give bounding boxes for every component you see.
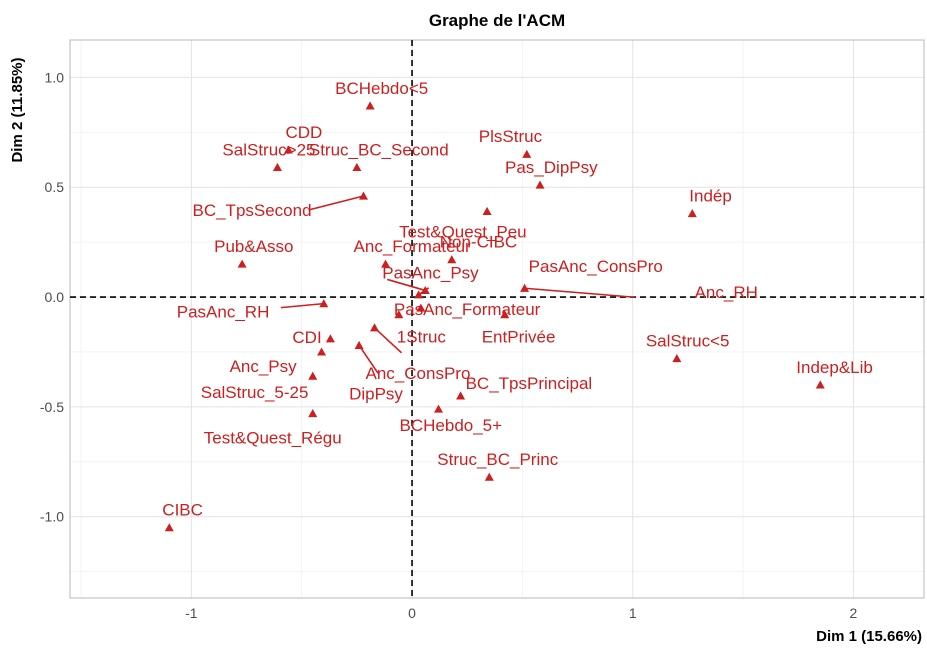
minor-gridlines bbox=[70, 40, 924, 598]
chart-title: Graphe de l'ACM bbox=[429, 11, 565, 30]
point-label: Non-CIBC bbox=[440, 233, 517, 252]
leader-line bbox=[524, 287, 635, 299]
point-label: PasAnc_Formateur bbox=[394, 300, 541, 319]
triangle-point-marker bbox=[416, 303, 426, 312]
triangle-point-marker bbox=[358, 191, 368, 200]
triangle-point-marker bbox=[365, 101, 375, 110]
y-tick-label: -1.0 bbox=[40, 509, 64, 525]
point-label: BC_TpsPrincipal bbox=[466, 374, 593, 393]
triangle-point-marker bbox=[394, 310, 404, 319]
point-label: CIBC bbox=[162, 501, 203, 520]
triangle-point-marker bbox=[522, 149, 532, 158]
point-label: SalStruc<5 bbox=[646, 332, 730, 351]
leader-line bbox=[373, 327, 403, 354]
point-label: DipPsy bbox=[349, 384, 403, 403]
triangle-point-marker bbox=[317, 347, 327, 356]
triangle-point-marker bbox=[370, 323, 380, 332]
data-points bbox=[164, 101, 825, 532]
triangle-point-marker bbox=[272, 162, 282, 172]
point-label: PasAnc_ConsPro bbox=[529, 257, 663, 276]
point-label: Anc_Formateur bbox=[354, 237, 471, 256]
triangle-point-marker bbox=[237, 259, 247, 268]
point-label: SalStruc>25 bbox=[222, 140, 315, 159]
point-label: Struc_BC_Princ bbox=[437, 450, 558, 469]
y-tick-label: 0.0 bbox=[45, 289, 65, 305]
point-label: Test&Quest_Régu bbox=[204, 428, 342, 447]
x-axis-label: Dim 1 (15.66%) bbox=[816, 628, 922, 645]
triangle-point-marker bbox=[482, 206, 492, 215]
triangle-point-marker bbox=[535, 180, 545, 189]
point-label: Pub&Asso bbox=[214, 237, 293, 256]
point-label: Indép bbox=[689, 187, 732, 206]
point-label: CDI bbox=[292, 328, 321, 347]
triangle-point-marker bbox=[354, 340, 364, 349]
triangle-point-marker bbox=[500, 310, 510, 319]
triangle-point-marker bbox=[815, 380, 825, 389]
point-label: SalStruc_5-25 bbox=[201, 383, 309, 402]
point-label: EntPrivée bbox=[482, 328, 556, 347]
y-tick-label: 1.0 bbox=[45, 69, 65, 85]
triangle-point-marker bbox=[420, 285, 430, 295]
triangle-point-marker bbox=[414, 290, 424, 299]
y-tick-label: 0.5 bbox=[45, 179, 65, 195]
triangle-point-marker bbox=[283, 145, 293, 154]
triangle-point-marker bbox=[308, 408, 318, 418]
y-tick-labels: 1.0 0.5 0.0 -0.5 -1.0 bbox=[40, 69, 64, 524]
point-label: Indep&Lib bbox=[796, 358, 873, 377]
point-label: PlsStruc bbox=[479, 127, 543, 146]
leader-line bbox=[358, 344, 379, 374]
y-axis-label: Dim 2 (11.85%) bbox=[9, 57, 26, 162]
point-label: Anc_ConsPro bbox=[366, 364, 471, 383]
point-label: 1Struc bbox=[397, 328, 447, 347]
x-tick-label: 1 bbox=[629, 605, 637, 621]
triangle-point-marker bbox=[520, 283, 530, 292]
x-tick-label: 0 bbox=[408, 605, 416, 621]
point-label: PasAnc_Psy bbox=[382, 263, 479, 282]
leader-line bbox=[280, 302, 324, 309]
point-label: Anc_RH bbox=[695, 283, 758, 302]
triangle-point-marker bbox=[456, 391, 466, 400]
point-label: Struc_BC_Second bbox=[309, 140, 449, 159]
triangle-point-marker bbox=[308, 371, 318, 380]
triangle-point-marker bbox=[325, 334, 335, 343]
leader-line bbox=[308, 195, 364, 211]
point-label: CDD bbox=[285, 123, 322, 142]
triangle-point-marker bbox=[672, 354, 682, 363]
y-tick-label: -0.5 bbox=[40, 399, 64, 415]
triangle-point-marker bbox=[687, 209, 697, 218]
point-label: BCHebdo_5+ bbox=[400, 416, 503, 435]
point-label: Test&Quest_Peu bbox=[399, 222, 527, 241]
triangle-point-marker bbox=[484, 472, 494, 481]
triangle-point-marker bbox=[319, 299, 329, 308]
point-label: Pas_DipPsy bbox=[505, 158, 598, 177]
point-label: BC_TpsSecond bbox=[192, 201, 311, 220]
plot-panel-border bbox=[69, 39, 925, 599]
reference-lines bbox=[70, 40, 924, 598]
leader-line bbox=[387, 278, 426, 292]
x-tick-label: 2 bbox=[849, 605, 857, 621]
triangle-point-marker bbox=[164, 523, 174, 532]
triangle-point-marker bbox=[352, 162, 362, 172]
point-label: Anc_Psy bbox=[230, 357, 298, 376]
triangle-point-marker bbox=[447, 255, 457, 264]
triangle-point-marker bbox=[381, 259, 391, 268]
triangle-point-marker bbox=[434, 404, 444, 413]
point-label: PasAnc_RH bbox=[177, 303, 270, 322]
x-tick-label: -1 bbox=[185, 605, 198, 621]
x-tick-labels: -1 0 1 2 bbox=[185, 605, 857, 621]
point-label: BCHebdo<5 bbox=[335, 79, 428, 98]
